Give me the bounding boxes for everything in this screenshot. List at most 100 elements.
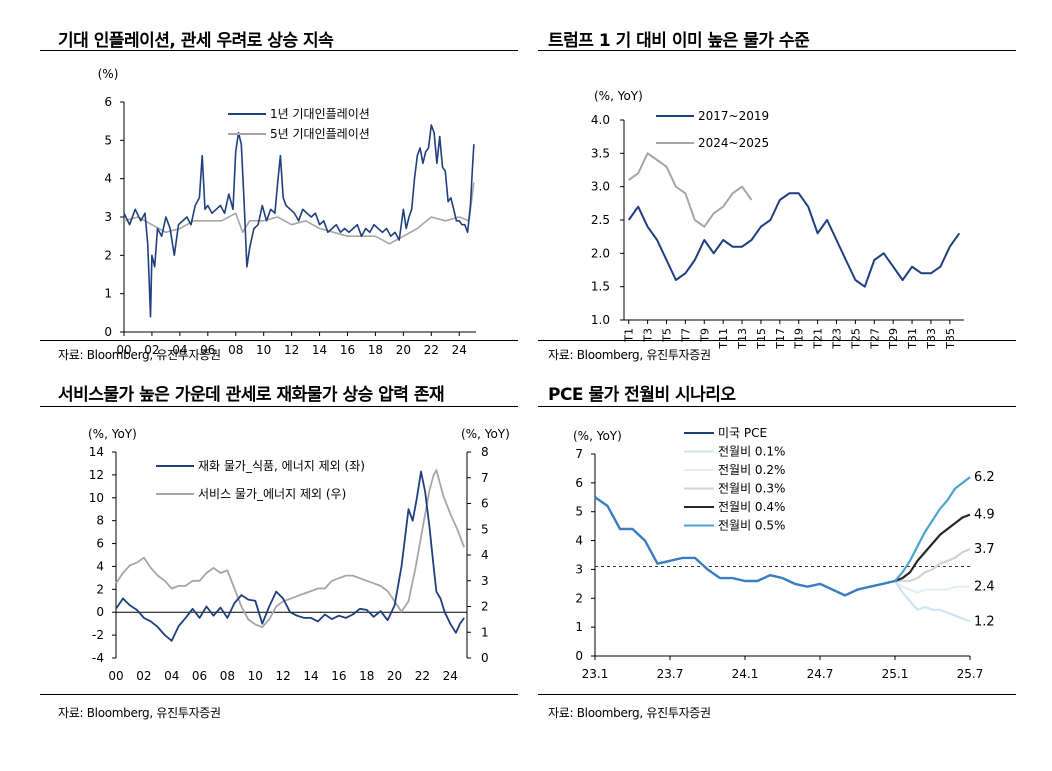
legend-label: 전월비 0.1% bbox=[718, 445, 785, 459]
y-tick-label-left: 10 bbox=[89, 491, 104, 505]
end-value-label: 1.2 bbox=[974, 614, 995, 629]
x-tick-label: 00 bbox=[108, 669, 123, 683]
panel-title: 기대 인플레이션, 관세 우려로 상승 지속 bbox=[58, 31, 334, 51]
x-tick-label: T13 bbox=[736, 328, 749, 350]
y-axis-unit-left: (%, YoY) bbox=[88, 427, 137, 441]
x-tick-label: T35 bbox=[944, 328, 957, 350]
bottom-rule bbox=[40, 694, 518, 695]
series-line-scenario bbox=[895, 548, 971, 583]
y-tick-label-right: 8 bbox=[481, 445, 489, 459]
series-line-scenario bbox=[894, 580, 970, 594]
source-note: 자료: Bloomberg, 유진투자증권 bbox=[548, 348, 711, 362]
bottom-rule bbox=[538, 694, 1016, 695]
x-tick-label: 08 bbox=[220, 669, 235, 683]
y-tick-label: 5 bbox=[575, 505, 583, 519]
x-tick-label: T31 bbox=[906, 328, 919, 350]
chart-goods-services: (%, YoY) (%, YoY)-4-202468101214012345678… bbox=[88, 427, 510, 683]
y-tick-label: 3.5 bbox=[591, 146, 610, 160]
title-rule bbox=[538, 406, 1016, 407]
x-tick-label: 10 bbox=[256, 343, 271, 357]
x-tick-label: 04 bbox=[164, 669, 179, 683]
legend-label: 전월비 0.4% bbox=[718, 500, 785, 514]
x-tick-label: T1 bbox=[623, 328, 636, 343]
y-tick-label: 0 bbox=[104, 325, 112, 339]
end-value-label: 2.4 bbox=[974, 580, 995, 595]
series-line-scenario bbox=[894, 476, 971, 582]
y-tick-label-left: -2 bbox=[92, 628, 104, 642]
title-rule bbox=[40, 406, 518, 407]
y-tick-label-left: 0 bbox=[96, 605, 104, 619]
x-tick-label: 23.1 bbox=[582, 667, 609, 681]
x-tick-label: 22 bbox=[424, 343, 439, 357]
x-tick-label: 24.1 bbox=[732, 667, 759, 681]
chart-trump-comparison: (%, YoY) 1.0 1.5 2.0 2.5 3.0 3.5 4.0 T1 T3 T5 T7 T9 T… bbox=[591, 89, 964, 350]
y-tick-label-left: 14 bbox=[89, 445, 104, 459]
series-line-2017 bbox=[627, 192, 961, 288]
x-tick-label: T17 bbox=[774, 328, 787, 350]
x-tick-label: 08 bbox=[228, 343, 243, 357]
y-tick-label: 3 bbox=[104, 210, 112, 224]
x-tick-label: 22 bbox=[415, 669, 430, 683]
y-tick-label: 3.0 bbox=[591, 180, 610, 194]
y-tick-label-left: 4 bbox=[96, 559, 104, 573]
x-tick-label: 20 bbox=[396, 343, 411, 357]
y-tick-label: 2.5 bbox=[591, 213, 610, 227]
x-tick-label: 24 bbox=[452, 343, 467, 357]
x-tick-label: T3 bbox=[642, 328, 655, 343]
series-line-scenario bbox=[894, 580, 971, 623]
y-tick-label-left: 6 bbox=[96, 537, 104, 551]
legend-label: 1년 기대인플레이션 bbox=[270, 107, 370, 121]
legend-label: 전월비 0.3% bbox=[718, 482, 785, 496]
title-rule bbox=[40, 50, 518, 51]
end-value-label: 6.2 bbox=[974, 470, 995, 485]
x-tick-label: 14 bbox=[303, 669, 318, 683]
series-line-goods bbox=[115, 470, 465, 642]
y-tick-label: 1.5 bbox=[591, 280, 610, 294]
y-tick-label: 1 bbox=[104, 287, 112, 301]
y-tick-label: 7 bbox=[575, 447, 583, 461]
y-tick-label-right: 3 bbox=[481, 574, 489, 588]
x-tick-label: 18 bbox=[368, 343, 383, 357]
y-tick-label: 4.0 bbox=[591, 113, 610, 127]
y-tick-label: 5 bbox=[104, 133, 112, 147]
x-tick-label: 02 bbox=[136, 669, 151, 683]
panel-title: 서비스물가 높은 가운데 관세로 재화물가 상승 압력 존재 bbox=[58, 385, 445, 405]
x-tick-label: 12 bbox=[276, 669, 291, 683]
x-tick-label: T21 bbox=[812, 328, 825, 350]
x-tick-label: 23.7 bbox=[657, 667, 684, 681]
x-tick-label: 24.7 bbox=[807, 667, 834, 681]
x-tick-label: 04 bbox=[172, 343, 187, 357]
panel-expected-inflation: 기대 인플레이션, 관세 우려로 상승 지속 (%) 0 1 2 3 4 5 6 00 02 04 0… bbox=[40, 22, 518, 367]
x-tick-label: 00 bbox=[116, 343, 131, 357]
x-tick-label: T5 bbox=[661, 328, 674, 343]
legend-label: 미국 PCE bbox=[718, 426, 767, 440]
series-line-5y bbox=[123, 182, 475, 245]
source-note: 자료: Bloomberg, 유진투자증권 bbox=[548, 706, 711, 720]
y-tick-label: 6 bbox=[104, 95, 112, 109]
x-tick-label: 16 bbox=[331, 669, 346, 683]
series-line-2024 bbox=[628, 152, 753, 228]
y-tick-label-left: -4 bbox=[92, 651, 104, 665]
y-tick-label-left: 2 bbox=[96, 582, 104, 596]
panel-pce-scenario: PCE 물가 전월비 시나리오 (%, YoY) 0 1 2 3 4 5 6 7 23.1 23.7… bbox=[538, 378, 1016, 723]
bottom-rule bbox=[538, 340, 1016, 341]
chart-pce-scenario: (%, YoY) 0 1 2 3 4 5 6 7 23.1 23.7 24.1 24.7 25.1 25.7… bbox=[573, 426, 995, 681]
panel-trump-comparison: 트럼프 1 기 대비 이미 높은 물가 수준 (%, YoY) 1.0 1.5 2.0… bbox=[538, 22, 1016, 367]
y-tick-label: 1 bbox=[575, 620, 583, 634]
y-tick-label-right: 6 bbox=[481, 497, 489, 511]
x-tick-label: 24 bbox=[443, 669, 458, 683]
x-tick-label: 02 bbox=[144, 343, 159, 357]
series-line-services bbox=[115, 469, 466, 628]
panel-title: 트럼프 1 기 대비 이미 높은 물가 수준 bbox=[548, 31, 810, 51]
legend-label: 재화 물가_식품, 에너지 제외 (좌) bbox=[198, 459, 365, 473]
y-tick-label-right: 2 bbox=[481, 600, 489, 614]
y-tick-label: 1.0 bbox=[591, 313, 610, 327]
source-note: 자료: Bloomberg, 유진투자증권 bbox=[58, 706, 221, 720]
bottom-rule bbox=[40, 340, 518, 341]
x-tick-label: T19 bbox=[793, 328, 806, 350]
y-tick-label-left: 12 bbox=[89, 468, 104, 482]
x-tick-label: 12 bbox=[284, 343, 299, 357]
y-tick-label-right: 5 bbox=[481, 522, 489, 536]
source-note: 자료: Bloomberg, 유진투자증권 bbox=[58, 348, 221, 362]
